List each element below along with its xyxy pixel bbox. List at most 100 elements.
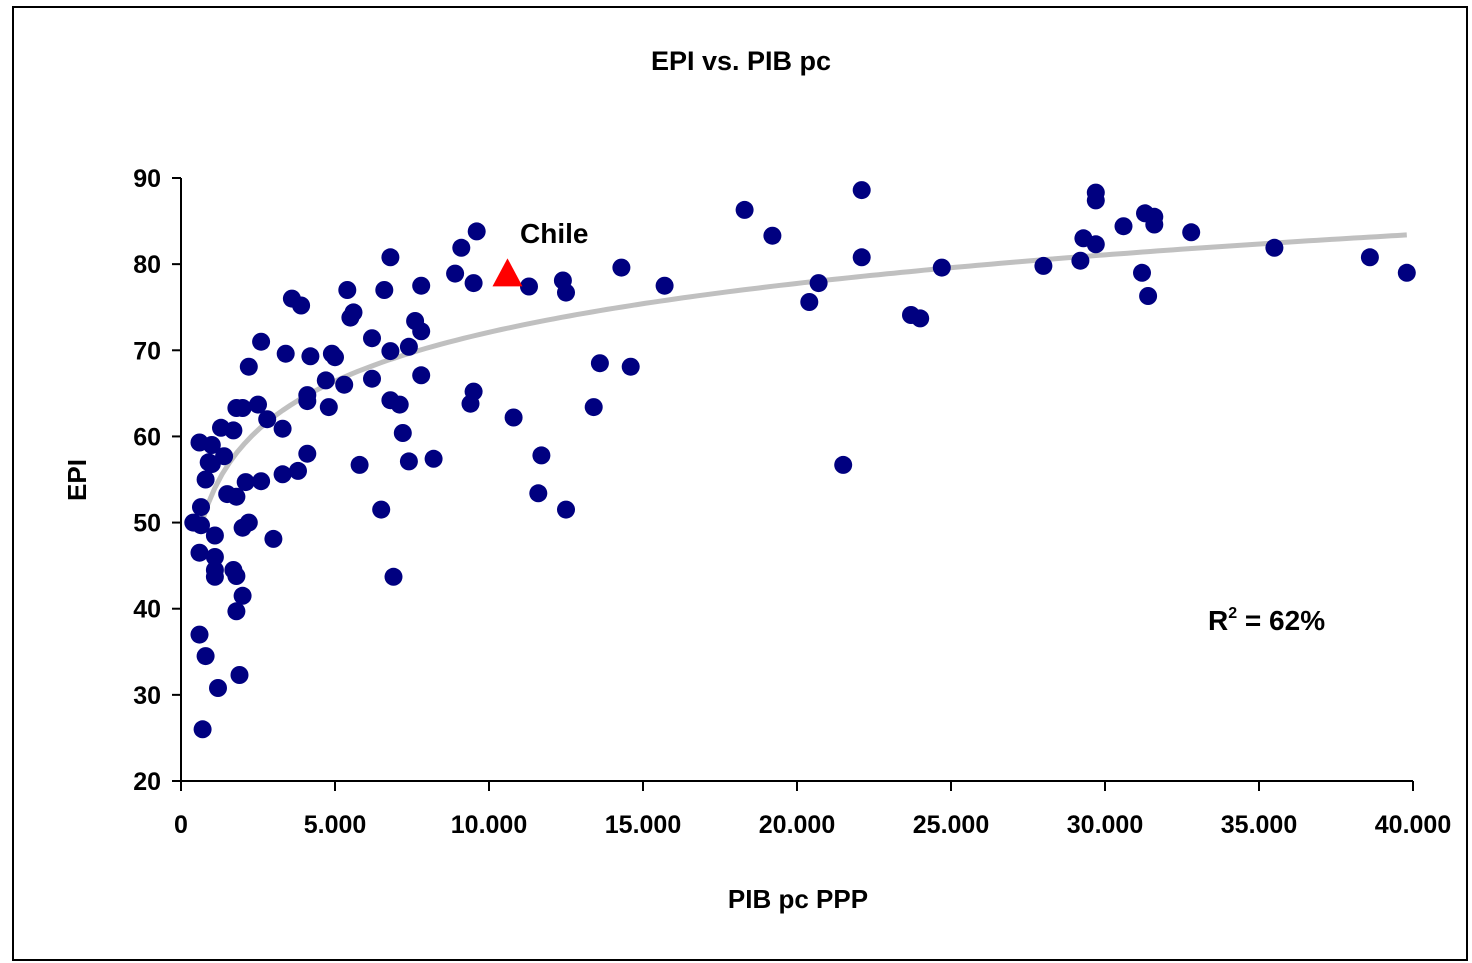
data-point bbox=[424, 449, 443, 468]
data-point bbox=[612, 258, 631, 277]
data-point bbox=[363, 369, 381, 388]
y-tick-label: 50 bbox=[133, 510, 161, 538]
data-point bbox=[590, 354, 609, 373]
x-tick-label: 35.000 bbox=[1221, 811, 1297, 839]
trendline bbox=[197, 232, 1407, 532]
data-point bbox=[384, 567, 403, 586]
data-point bbox=[202, 436, 221, 454]
y-axis-label: EPI bbox=[62, 459, 92, 501]
y-tick-label: 90 bbox=[133, 165, 161, 193]
data-point bbox=[298, 392, 317, 411]
data-point bbox=[239, 357, 258, 376]
data-point bbox=[1034, 256, 1053, 275]
r-squared-annotation: R2 = 62% bbox=[1208, 605, 1325, 636]
data-point bbox=[1397, 263, 1416, 282]
data-point bbox=[289, 461, 307, 480]
data-point bbox=[399, 337, 418, 356]
data-point bbox=[1139, 287, 1158, 305]
data-point bbox=[375, 281, 394, 299]
data-point bbox=[1145, 215, 1164, 234]
x-tick-label: 40.000 bbox=[1375, 811, 1451, 839]
data-point bbox=[350, 455, 369, 474]
data-point bbox=[1182, 223, 1201, 242]
data-point bbox=[227, 567, 246, 585]
data-point bbox=[273, 465, 292, 484]
y-tick-label: 30 bbox=[133, 682, 161, 710]
data-point bbox=[800, 293, 819, 311]
data-point bbox=[399, 452, 418, 471]
data-point bbox=[249, 395, 267, 414]
data-point bbox=[529, 484, 548, 503]
x-tick-label: 15.000 bbox=[605, 811, 681, 839]
data-point bbox=[520, 277, 538, 296]
data-point bbox=[504, 408, 523, 427]
data-point bbox=[1360, 248, 1379, 267]
data-point bbox=[464, 274, 483, 293]
data-point bbox=[412, 366, 431, 385]
r-squared-value: = 62% bbox=[1237, 605, 1325, 636]
data-point bbox=[763, 226, 782, 245]
y-tick-label: 40 bbox=[133, 596, 161, 624]
data-point bbox=[252, 332, 271, 351]
axes bbox=[180, 178, 1413, 782]
data-point bbox=[292, 296, 311, 315]
data-point bbox=[1086, 235, 1105, 254]
data-point bbox=[412, 322, 431, 341]
highlight-point-chile bbox=[492, 258, 523, 287]
data-point bbox=[655, 276, 674, 295]
data-point bbox=[190, 543, 209, 562]
data-point bbox=[452, 238, 471, 257]
data-point bbox=[192, 516, 210, 535]
data-point bbox=[446, 264, 465, 283]
y-tick-label: 70 bbox=[133, 337, 161, 365]
data-point bbox=[381, 248, 400, 267]
x-tick-label: 30.000 bbox=[1067, 811, 1143, 839]
x-tick-label: 10.000 bbox=[451, 811, 527, 839]
data-point bbox=[735, 200, 754, 219]
data-point bbox=[233, 399, 252, 417]
data-point bbox=[192, 498, 210, 517]
data-points bbox=[184, 181, 1416, 739]
highlight-group bbox=[492, 258, 523, 287]
data-point bbox=[252, 472, 271, 491]
data-point bbox=[209, 679, 227, 697]
x-tick-labels: 0 5.000 10.000 15.000 20.000 25.000 30.000 35.0… bbox=[174, 781, 1451, 839]
data-point bbox=[335, 375, 354, 394]
y-tick-label: 20 bbox=[133, 768, 161, 796]
data-point bbox=[196, 470, 215, 489]
trendline-group bbox=[197, 232, 1407, 532]
data-point bbox=[1114, 217, 1133, 236]
data-point bbox=[557, 283, 575, 302]
data-point bbox=[557, 500, 575, 519]
x-axis-label: PIB pc PPP bbox=[728, 884, 868, 914]
data-point bbox=[239, 513, 258, 532]
r-squared-prefix: R bbox=[1208, 605, 1228, 636]
data-point bbox=[196, 647, 215, 666]
data-point bbox=[621, 357, 640, 376]
highlight-label: Chile bbox=[520, 218, 588, 249]
data-point bbox=[233, 586, 252, 605]
data-point bbox=[467, 222, 486, 241]
data-point bbox=[1265, 238, 1284, 257]
data-point bbox=[363, 329, 381, 348]
data-point bbox=[301, 347, 320, 366]
data-point bbox=[227, 487, 246, 506]
data-point bbox=[834, 455, 853, 474]
x-tick-label: 20.000 bbox=[759, 811, 835, 839]
data-point bbox=[258, 410, 277, 429]
data-point bbox=[273, 419, 292, 438]
data-point bbox=[393, 424, 412, 442]
data-point bbox=[205, 567, 224, 586]
y-tick-label: 80 bbox=[133, 251, 161, 279]
data-point bbox=[852, 248, 871, 267]
data-point bbox=[276, 344, 295, 363]
data-point bbox=[338, 281, 357, 299]
data-point bbox=[236, 473, 255, 492]
y-tick-labels: 20 30 40 50 60 70 80 90 bbox=[133, 165, 181, 796]
data-point bbox=[316, 371, 335, 390]
data-point bbox=[298, 444, 317, 463]
data-point bbox=[532, 446, 551, 465]
data-point bbox=[319, 398, 338, 417]
data-point bbox=[932, 258, 951, 277]
